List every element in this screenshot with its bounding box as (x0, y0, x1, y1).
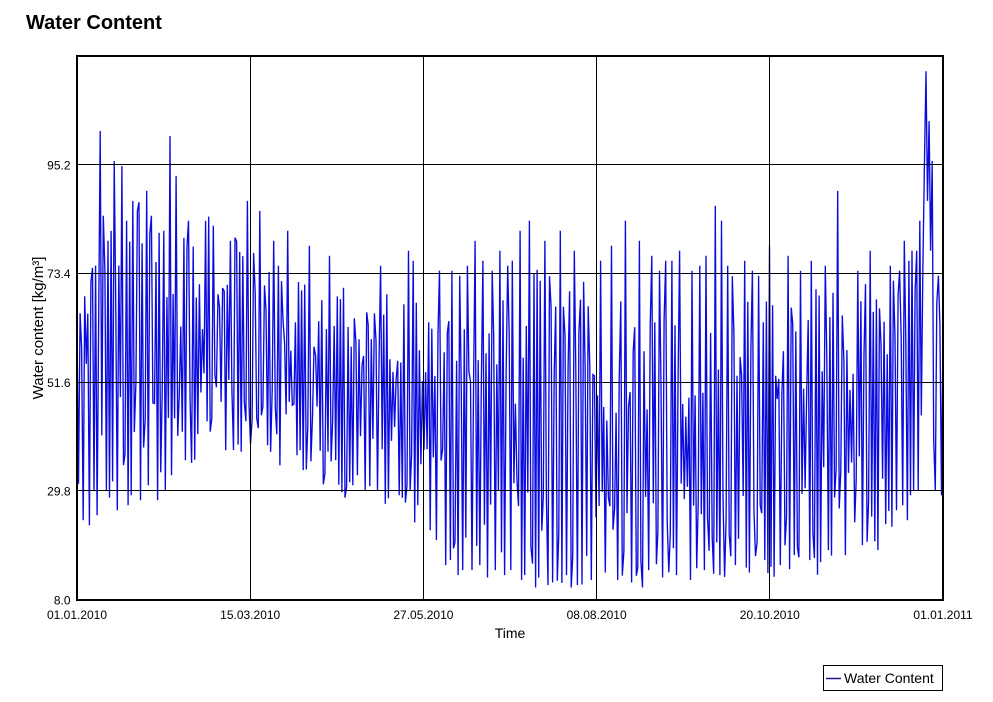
svg-text:Water content [kg/m³]: Water content [kg/m³] (30, 257, 47, 400)
svg-text:08.08.2010: 08.08.2010 (567, 608, 627, 622)
svg-text:27.05.2010: 27.05.2010 (393, 608, 453, 622)
svg-text:Water Content: Water Content (844, 670, 934, 686)
svg-text:51.6: 51.6 (47, 376, 71, 390)
svg-text:20.10.2010: 20.10.2010 (740, 608, 800, 622)
svg-text:Water Content: Water Content (26, 12, 162, 34)
svg-text:15.03.2010: 15.03.2010 (220, 608, 280, 622)
svg-text:8.0: 8.0 (54, 593, 71, 607)
svg-text:73.4: 73.4 (47, 267, 71, 281)
svg-text:01.01.2010: 01.01.2010 (47, 608, 107, 622)
svg-text:29.8: 29.8 (47, 485, 71, 499)
svg-text:Time: Time (495, 625, 526, 641)
svg-text:95.2: 95.2 (47, 158, 71, 172)
svg-text:01.01.2011: 01.01.2011 (913, 608, 972, 622)
